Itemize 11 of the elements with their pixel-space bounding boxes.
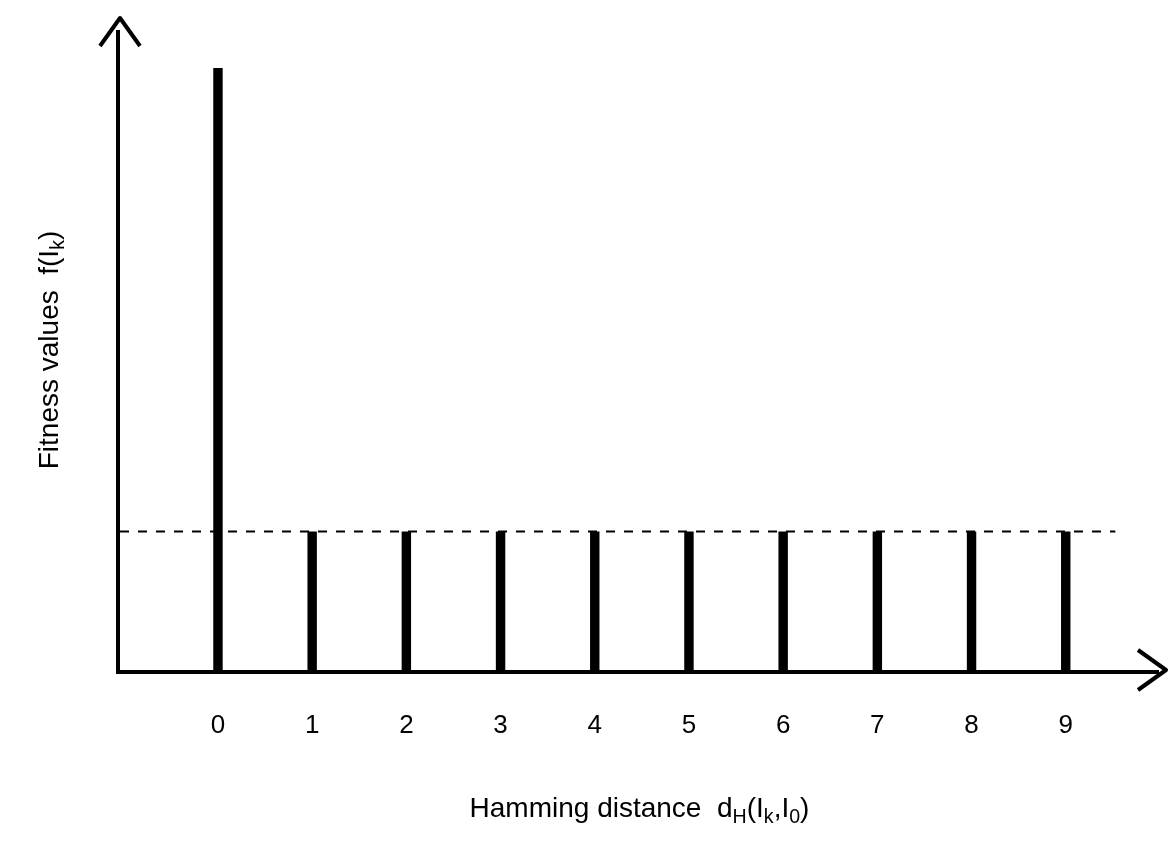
x-tick-label: 1: [304, 709, 320, 740]
x-tick-label: 3: [493, 709, 508, 740]
x-axis-title: Hamming distance d$_{H}$(I$_{k}$,I$_{0}$): [469, 791, 810, 827]
x-tick-label: 6: [775, 709, 791, 740]
x-tick-label: 4: [587, 709, 602, 740]
x-tick-label: 5: [681, 709, 697, 740]
x-tick-label: 8: [964, 709, 979, 740]
x-tick-label: 9: [1058, 709, 1073, 740]
x-tick-label: 0: [210, 709, 226, 740]
x-tick-label: 2: [399, 709, 414, 740]
x-tick-label: 7: [870, 709, 885, 740]
